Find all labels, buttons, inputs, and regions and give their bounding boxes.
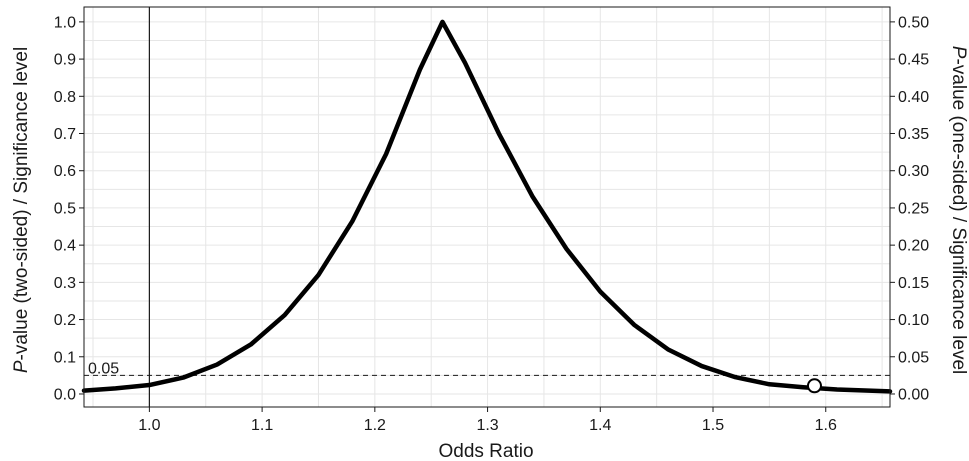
y-right-tick-label: 0.10 <box>898 312 929 329</box>
y-left-tick-label: 0.9 <box>54 52 76 69</box>
y-right-tick-label: 0.45 <box>898 52 929 69</box>
reference-horizontal-label: 0.05 <box>88 360 119 377</box>
y-right-tick-label: 0.20 <box>898 238 929 255</box>
tick-layer: 1.0 1.1 1.2 1.3 1.4 1.5 1.6 0.0 0.00 0.1 0.05 0.2 0.… <box>54 14 929 434</box>
x-tick-label: 1.3 <box>476 417 498 434</box>
y-right-tick-label: 0.40 <box>898 89 929 106</box>
y-left-tick-label: 0.6 <box>54 163 76 180</box>
y-right-tick-label: 0.35 <box>898 126 929 143</box>
y-left-tick-label: 0.5 <box>54 200 76 217</box>
y-left-tick-label: 0.8 <box>54 89 76 106</box>
series-layer <box>81 19 893 394</box>
p-value-curve <box>81 19 893 394</box>
y-left-tick-label: 0.0 <box>54 386 76 403</box>
x-axis-title: Odds Ratio <box>438 441 533 461</box>
x-tick-label: 1.4 <box>589 417 611 434</box>
x-tick-label: 1.5 <box>702 417 724 434</box>
y-left-tick-label: 0.4 <box>54 238 76 255</box>
y-right-tick-label: 0.00 <box>898 386 929 403</box>
plot-frame <box>83 6 891 408</box>
y-right-tick-label: 0.15 <box>898 275 929 292</box>
marker-point <box>806 378 822 394</box>
y-right-tick-label: 0.30 <box>898 163 929 180</box>
grid <box>84 7 890 407</box>
x-tick-label: 1.1 <box>251 417 273 434</box>
y-left-tick-label: 0.1 <box>54 349 76 366</box>
y-right-tick-label: 0.50 <box>898 14 929 31</box>
y-right-tick-label: 0.05 <box>898 349 929 366</box>
x-tick-label: 1.6 <box>815 417 837 434</box>
x-tick-label: 1.2 <box>364 417 386 434</box>
y-left-tick-label: 0.3 <box>54 275 76 292</box>
y-right-tick-label: 0.25 <box>898 200 929 217</box>
x-tick-label: 1.0 <box>138 417 160 434</box>
y-axis-title-right: P-value (one-sided) / Significance level <box>948 46 969 374</box>
y-left-tick-label: 0.7 <box>54 126 76 143</box>
reference-lines: 0.05 <box>84 7 890 407</box>
plot-border <box>83 6 891 408</box>
y-axis-title-left: P-value (two-sided) / Significance level <box>11 47 32 373</box>
y-left-tick-label: 1.0 <box>54 14 76 31</box>
y-left-tick-label: 0.2 <box>54 312 76 329</box>
